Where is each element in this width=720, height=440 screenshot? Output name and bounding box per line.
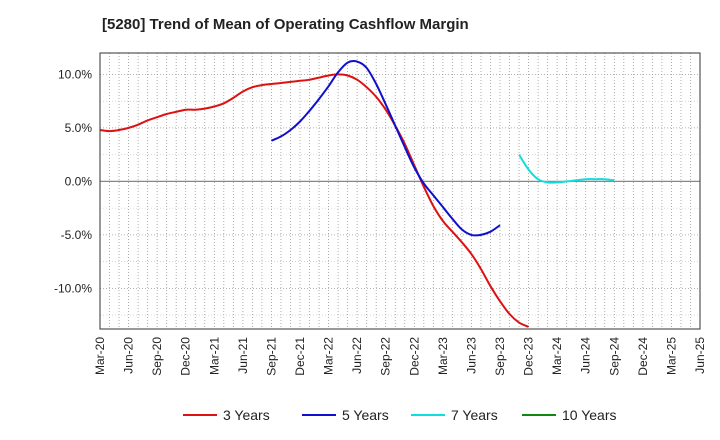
y-axis-ticks: 10.0% 5.0% 0.0% -5.0% -10.0% xyxy=(54,67,92,295)
x-tick-label: Sep-21 xyxy=(264,337,278,376)
x-tick-label: Jun-24 xyxy=(579,337,593,374)
x-tick-label: Mar-20 xyxy=(93,337,107,375)
x-tick-label: Mar-24 xyxy=(550,337,564,375)
grid-lines xyxy=(100,53,700,329)
plot-area-border xyxy=(99,52,701,330)
legend-label: 10 Years xyxy=(562,407,617,423)
x-tick-label: Dec-20 xyxy=(179,337,193,376)
y-tick-label: -10.0% xyxy=(54,281,92,295)
y-tick-label: 0.0% xyxy=(65,174,93,188)
x-tick-label: Mar-25 xyxy=(664,337,678,375)
x-tick-label: Jun-21 xyxy=(236,337,250,374)
x-tick-label: Mar-23 xyxy=(436,337,450,375)
y-tick-label: 10.0% xyxy=(58,67,92,81)
series-line-7-years xyxy=(518,154,615,184)
x-tick-label: Dec-22 xyxy=(407,337,421,376)
x-tick-label: Sep-22 xyxy=(379,337,393,376)
y-tick-label: -5.0% xyxy=(61,228,93,242)
legend-label: 7 Years xyxy=(451,407,498,423)
legend-label: 5 Years xyxy=(342,407,389,423)
x-tick-label: Jun-22 xyxy=(350,337,364,374)
x-tick-label: Dec-21 xyxy=(293,337,307,376)
x-tick-label: Jun-25 xyxy=(693,337,707,374)
x-tick-label: Jun-23 xyxy=(464,337,478,374)
x-tick-label: Dec-23 xyxy=(522,337,536,376)
x-tick-label: Dec-24 xyxy=(636,337,650,376)
x-axis-ticks: Mar-20 Jun-20 Sep-20 Dec-20 Mar-21 Jun-21 Sep-… xyxy=(93,337,707,376)
x-tick-label: Mar-21 xyxy=(207,337,221,375)
y-tick-label: 5.0% xyxy=(65,121,93,135)
chart-title: [5280] Trend of Mean of Operating Cashfl… xyxy=(102,16,469,33)
x-tick-label: Jun-20 xyxy=(122,337,136,374)
x-tick-label: Sep-20 xyxy=(150,337,164,376)
x-tick-label: Mar-22 xyxy=(322,337,336,375)
legend: 3 Years 5 Years 7 Years 10 Years xyxy=(183,407,617,423)
series-line-5-years xyxy=(270,60,501,237)
x-tick-label: Sep-23 xyxy=(493,337,507,376)
series-lines xyxy=(99,60,615,328)
legend-label: 3 Years xyxy=(223,407,270,423)
x-tick-label: Sep-24 xyxy=(607,337,621,376)
series-line-3-years xyxy=(99,73,530,328)
